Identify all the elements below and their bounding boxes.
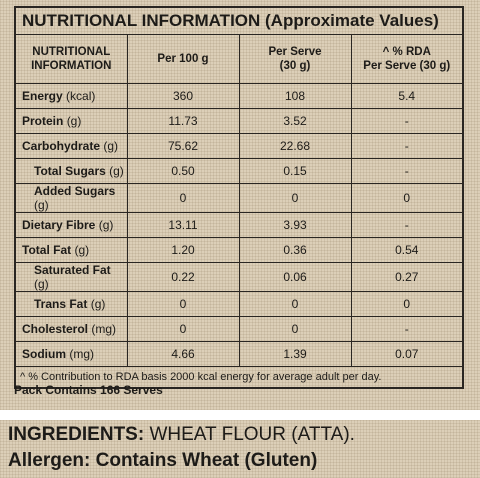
per-serve: 0 xyxy=(238,291,352,317)
nutrient-name: Added Sugars xyxy=(34,184,116,198)
per-serve: 1.39 xyxy=(238,341,352,367)
ingredients-label: INGREDIENTS: xyxy=(8,424,145,445)
nutrient-label: Total Sugars (g) xyxy=(14,158,128,184)
nutrient-name: Carbohydrate xyxy=(22,139,101,153)
nutrient-row: Dietary Fibre (g) 13.11 3.93- xyxy=(14,212,464,238)
nutrient-name: Dietary Fibre xyxy=(22,218,96,232)
per-100g: 4.66 xyxy=(126,341,240,367)
nutrient-row: Protein (g) 11.73 3.52- xyxy=(14,108,464,134)
per-100g: 360 xyxy=(126,83,240,109)
per-100g: 0 xyxy=(126,183,240,213)
nutrient-name: Protein xyxy=(22,114,64,128)
column-header: NUTRITIONAL INFORMATION xyxy=(14,34,128,84)
nutrient-unit: (g) xyxy=(103,139,119,153)
rda: 5.4 xyxy=(350,83,464,109)
rda: 0.07 xyxy=(350,341,464,367)
nutrition-panel: NUTRITIONAL INFORMATION (Approximate Val… xyxy=(0,0,480,410)
per-serve: 0 xyxy=(238,183,352,213)
nutrient-unit: (g) xyxy=(66,114,82,128)
nutrient-row: Total Sugars (g) 0.50 0.15- xyxy=(14,158,464,184)
per-serve: 0.15 xyxy=(238,158,352,184)
rda: - xyxy=(350,316,464,342)
nutrient-name: Saturated Fat xyxy=(34,263,111,277)
ingredients-text: WHEAT FLOUR (ATTA). xyxy=(149,424,355,445)
rda: - xyxy=(350,158,464,184)
per-serve: 0.06 xyxy=(238,262,352,292)
rda: 0 xyxy=(350,291,464,317)
allergen: Allergen: Contains Wheat (Gluten) xyxy=(8,450,318,471)
nutrient-unit: (kcal) xyxy=(66,89,96,103)
nutrient-label: Protein (g) xyxy=(14,108,128,134)
per-serve: 3.52 xyxy=(238,108,352,134)
nutrient-unit: (g) xyxy=(34,198,49,212)
nutrient-name: Cholesterol xyxy=(22,322,89,336)
per-serve: 22.68 xyxy=(238,133,352,159)
rda: 0.27 xyxy=(350,262,464,292)
nutrient-label: Carbohydrate (g) xyxy=(14,133,128,159)
per-100g: 11.73 xyxy=(126,108,240,134)
ingredients-line: INGREDIENTS: WHEAT FLOUR (ATTA). xyxy=(8,424,355,446)
column-header: Per Serve (30 g) xyxy=(238,34,352,84)
nutrient-row: Trans Fat (g) 0 0 0 xyxy=(14,291,464,317)
per-100g: 0.50 xyxy=(126,158,240,184)
per-100g: 0 xyxy=(126,291,240,317)
column-header: ^ % RDA Per Serve (30 g) xyxy=(350,34,464,84)
nutrient-label: Dietary Fibre (g) xyxy=(14,212,128,238)
nutrient-unit: (mg) xyxy=(69,347,95,361)
nutrient-label: Energy (kcal) xyxy=(14,83,128,109)
nutrition-table: NUTRITIONAL INFORMATION (Approximate Val… xyxy=(14,6,464,389)
nutrient-label: Sodium (mg) xyxy=(14,341,128,367)
per-100g: 13.11 xyxy=(126,212,240,238)
nutrient-unit: (mg) xyxy=(91,322,117,336)
rda: - xyxy=(350,108,464,134)
per-100g: 75.62 xyxy=(126,133,240,159)
rda: - xyxy=(350,212,464,238)
per-100g: 1.20 xyxy=(126,237,240,263)
column-header: Per 100 g xyxy=(126,34,240,84)
nutrient-label: Saturated Fat (g) xyxy=(14,262,128,292)
nutrient-row: Added Sugars (g) 0 0 0 xyxy=(14,183,464,213)
nutrient-row: Sodium (mg) 4.66 1.39 0.07 xyxy=(14,341,464,367)
nutrient-row: Total Fat (g) 1.20 0.36 0.54 xyxy=(14,237,464,263)
nutrient-label: Total Fat (g) xyxy=(14,237,128,263)
nutrient-name: Energy xyxy=(22,89,63,103)
per-100g: 0 xyxy=(126,316,240,342)
nutrient-unit: (g) xyxy=(34,277,49,291)
per-serve: 108 xyxy=(238,83,352,109)
nutrient-row: Saturated Fat (g) 0.22 0.06 0.27 xyxy=(14,262,464,292)
nutrient-row: Cholesterol (mg) 0 0- xyxy=(14,316,464,342)
nutrient-unit: (g) xyxy=(109,164,124,178)
nutrient-row: Carbohydrate (g) 75.62 22.68- xyxy=(14,133,464,159)
table-title: NUTRITIONAL INFORMATION (Approximate Val… xyxy=(14,6,464,35)
nutrient-row: Energy (kcal) 360 108 5.4 xyxy=(14,83,464,109)
nutrient-label: Cholesterol (mg) xyxy=(14,316,128,342)
per-100g: 0.22 xyxy=(126,262,240,292)
nutrient-name: Sodium xyxy=(22,347,66,361)
nutrient-unit: (g) xyxy=(74,243,90,257)
nutrient-unit: (g) xyxy=(90,297,106,311)
nutrient-label: Added Sugars (g) xyxy=(14,183,128,213)
nutrient-label: Trans Fat (g) xyxy=(14,291,128,317)
per-serve: 3.93 xyxy=(238,212,352,238)
header-row: NUTRITIONAL INFORMATION Per 100 g Per Serv… xyxy=(14,34,464,84)
nutrient-name: Total Fat xyxy=(22,243,72,257)
footnote-row: ^ % Contribution to RDA basis 2000 kcal … xyxy=(14,366,464,389)
pack-note: Pack Contains 166 Serves xyxy=(14,383,163,397)
footnote: ^ % Contribution to RDA basis 2000 kcal … xyxy=(14,366,464,389)
ingredients-panel xyxy=(0,420,480,478)
nutrient-unit: (g) xyxy=(98,218,114,232)
rda: - xyxy=(350,133,464,159)
rda: 0.54 xyxy=(350,237,464,263)
nutrient-name: Total Sugars xyxy=(34,164,106,178)
nutrient-name: Trans Fat xyxy=(34,297,88,311)
per-serve: 0 xyxy=(238,316,352,342)
rda: 0 xyxy=(350,183,464,213)
per-serve: 0.36 xyxy=(238,237,352,263)
